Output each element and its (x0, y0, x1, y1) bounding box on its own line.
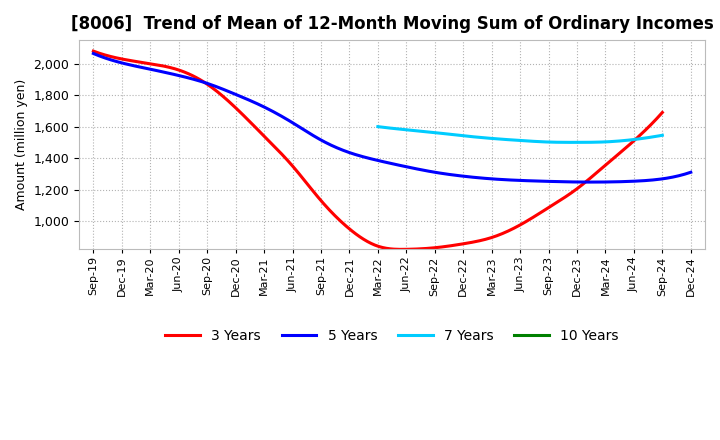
7 Years (632, 136, 641, 142)
3 Years (430, 245, 438, 250)
5 Years (455, 173, 464, 178)
Line: 5 Years: 5 Years (94, 54, 690, 182)
5 Years (445, 172, 454, 177)
7 Years (658, 132, 667, 138)
7 Years (374, 124, 383, 129)
3 Years (397, 247, 406, 252)
3 Years (607, 158, 616, 163)
5 Years (587, 180, 595, 185)
Title: [8006]  Trend of Mean of 12-Month Moving Sum of Ordinary Incomes: [8006] Trend of Mean of 12-Month Moving … (71, 15, 714, 33)
5 Years (91, 51, 99, 57)
Line: 7 Years: 7 Years (378, 127, 662, 143)
3 Years (428, 246, 436, 251)
7 Years (374, 124, 382, 129)
3 Years (89, 48, 98, 54)
5 Years (632, 179, 641, 184)
5 Years (89, 51, 98, 56)
5 Years (686, 169, 695, 175)
3 Years (91, 49, 99, 55)
3 Years (439, 244, 448, 249)
7 Years (569, 140, 577, 145)
7 Years (543, 139, 552, 145)
7 Years (548, 139, 557, 145)
Y-axis label: Amount (million yen): Amount (million yen) (15, 79, 28, 210)
7 Years (614, 139, 623, 144)
5 Years (443, 172, 451, 177)
3 Years (570, 188, 579, 193)
7 Years (542, 139, 551, 145)
5 Years (595, 180, 603, 185)
Line: 3 Years: 3 Years (94, 51, 662, 249)
3 Years (658, 110, 667, 115)
Legend: 3 Years, 5 Years, 7 Years, 10 Years: 3 Years, 5 Years, 7 Years, 10 Years (160, 323, 624, 348)
